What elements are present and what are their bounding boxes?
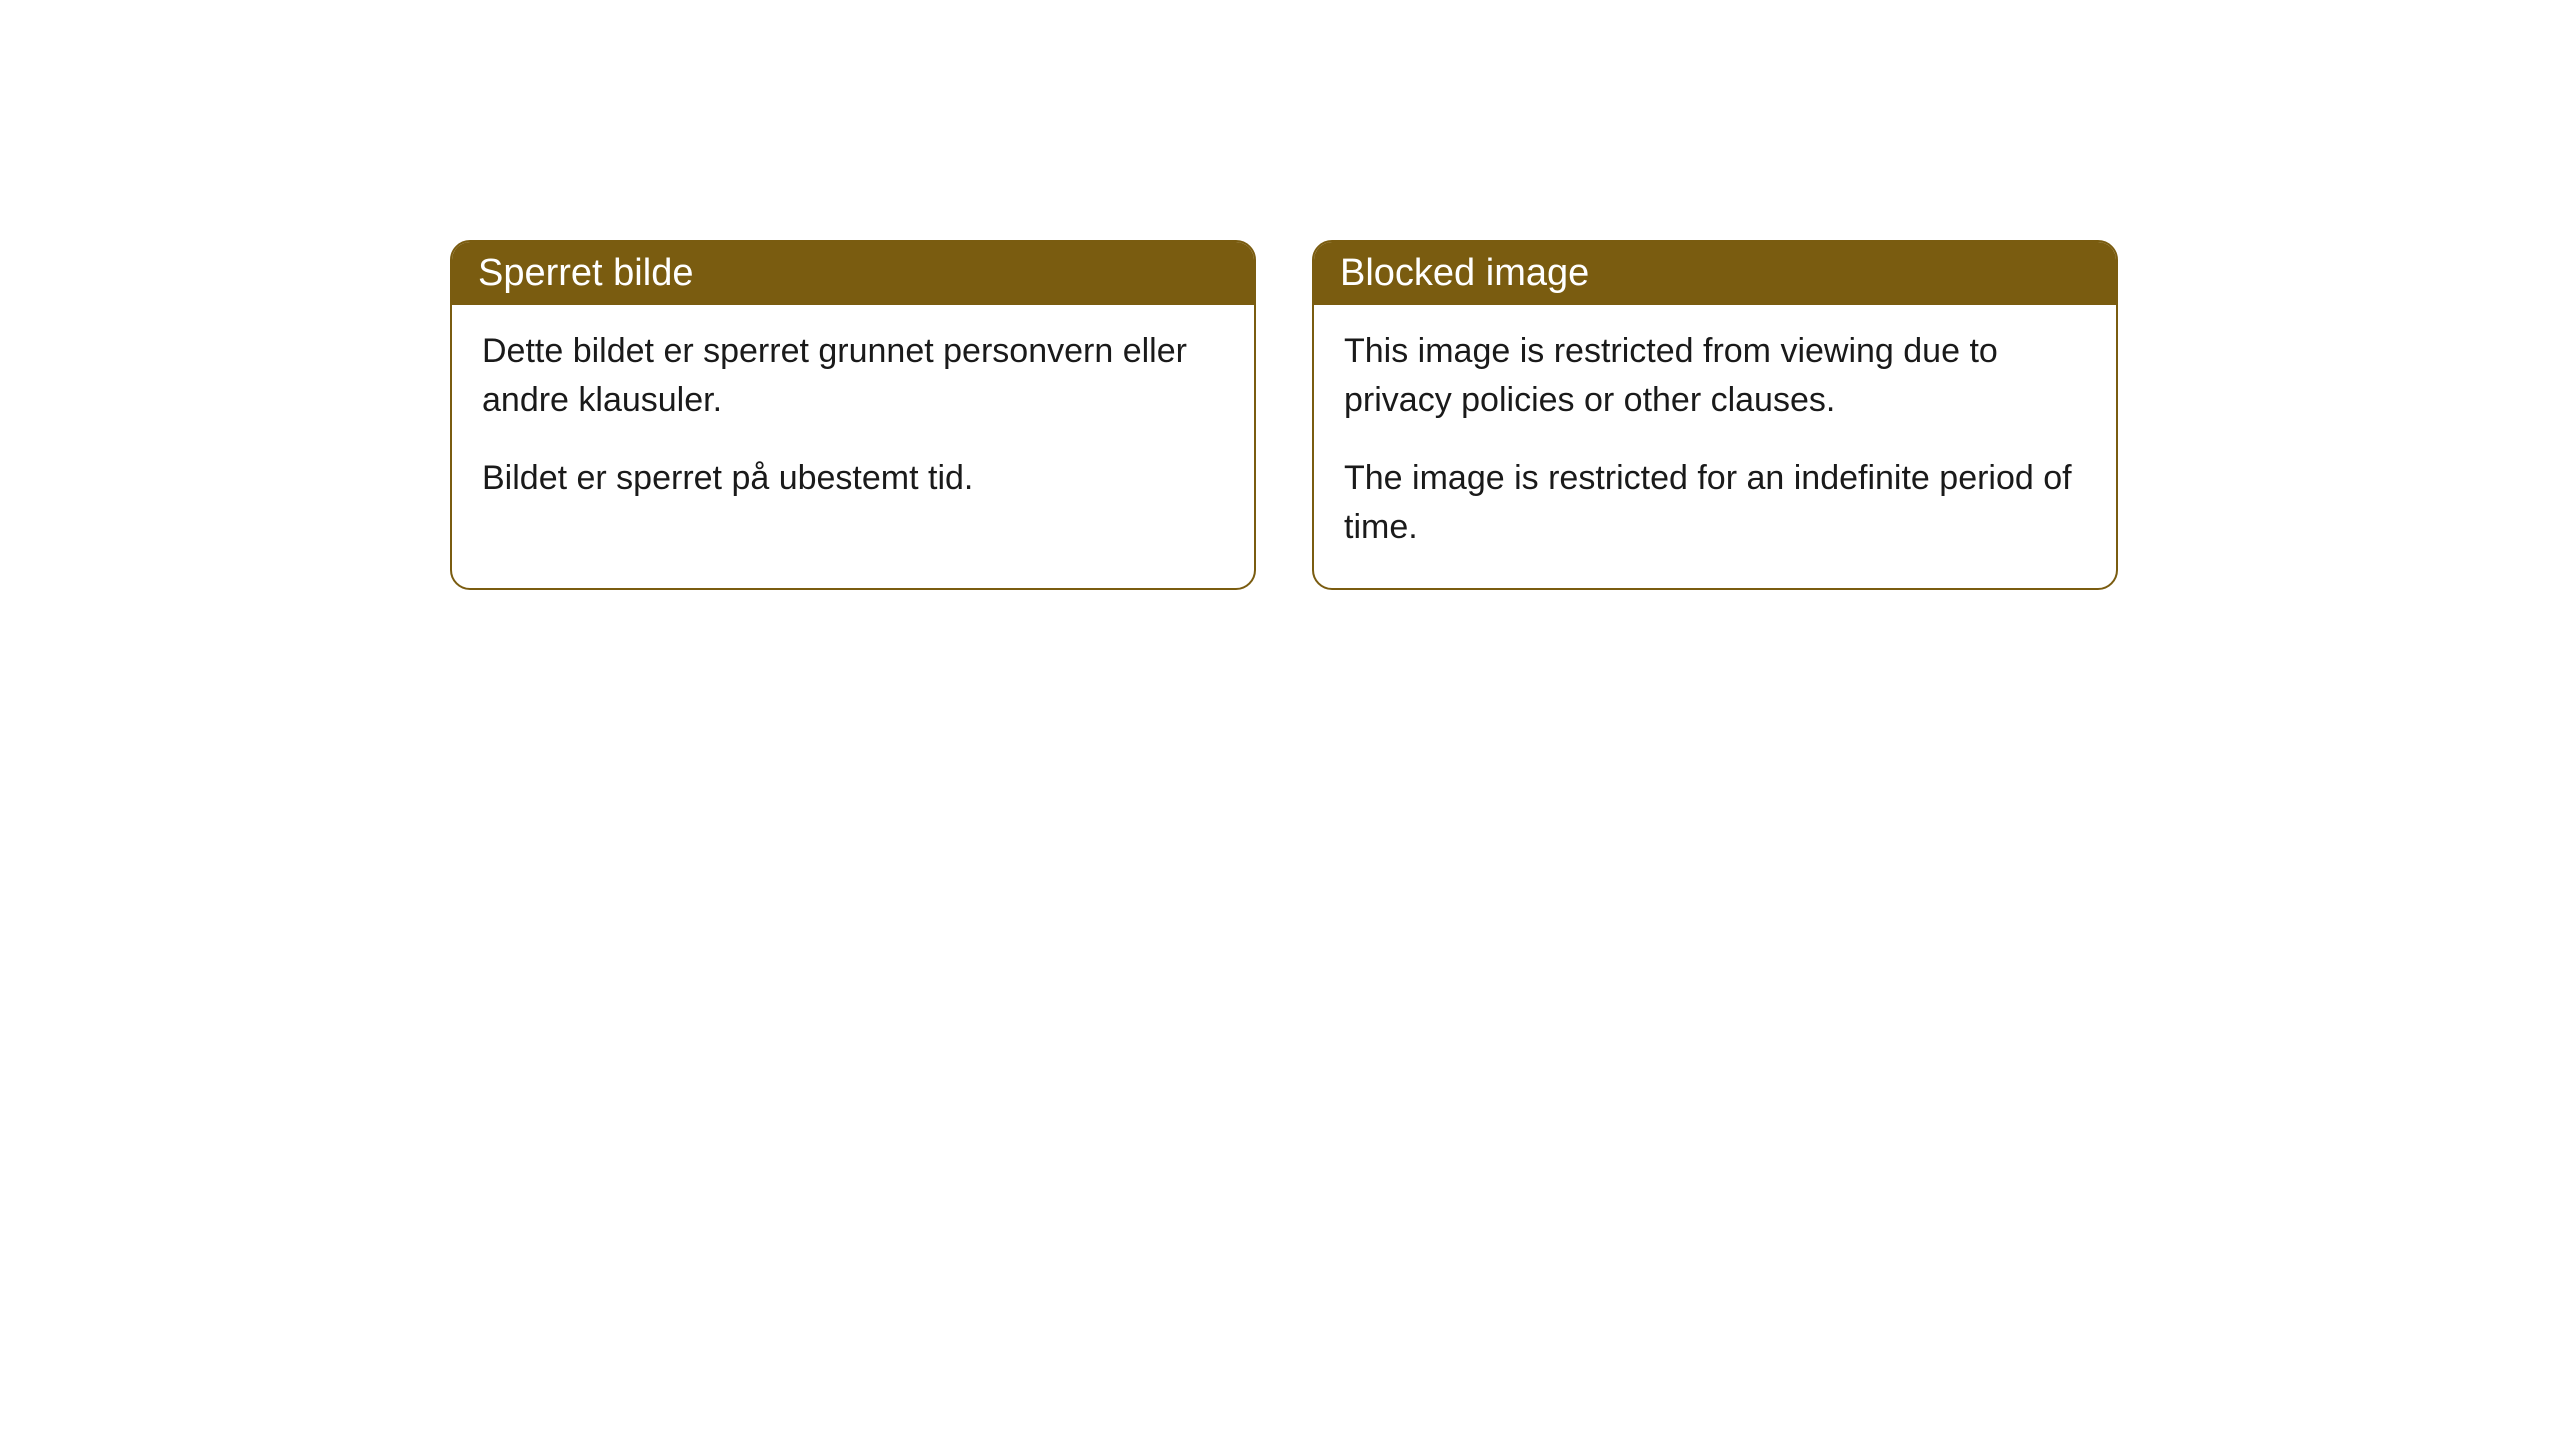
notice-card-english: Blocked image This image is restricted f… — [1312, 240, 2118, 590]
card-paragraph: The image is restricted for an indefinit… — [1344, 454, 2086, 553]
card-paragraph: This image is restricted from viewing du… — [1344, 327, 2086, 426]
notice-card-norwegian: Sperret bilde Dette bildet er sperret gr… — [450, 240, 1256, 590]
card-title: Sperret bilde — [478, 252, 693, 294]
card-paragraph: Dette bildet er sperret grunnet personve… — [482, 327, 1224, 426]
notice-card-container: Sperret bilde Dette bildet er sperret gr… — [0, 0, 2560, 590]
card-body: Dette bildet er sperret grunnet personve… — [452, 305, 1254, 539]
card-title: Blocked image — [1340, 252, 1589, 294]
card-header: Blocked image — [1314, 242, 2116, 305]
card-header: Sperret bilde — [452, 242, 1254, 305]
card-paragraph: Bildet er sperret på ubestemt tid. — [482, 454, 1224, 503]
card-body: This image is restricted from viewing du… — [1314, 305, 2116, 588]
